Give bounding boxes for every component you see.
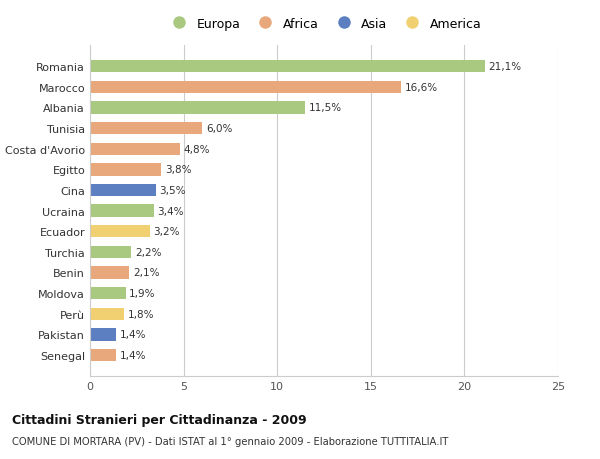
Text: 16,6%: 16,6%	[404, 83, 437, 93]
Bar	[90, 267, 130, 279]
Text: 11,5%: 11,5%	[309, 103, 342, 113]
Text: 1,9%: 1,9%	[130, 288, 156, 298]
Text: 3,4%: 3,4%	[157, 206, 184, 216]
Text: 1,8%: 1,8%	[127, 309, 154, 319]
Text: 1,4%: 1,4%	[120, 350, 146, 360]
Text: 1,4%: 1,4%	[120, 330, 146, 340]
Bar	[90, 61, 485, 73]
Text: 21,1%: 21,1%	[489, 62, 522, 72]
Bar	[90, 308, 124, 320]
Bar	[90, 82, 401, 94]
Text: COMUNE DI MORTARA (PV) - Dati ISTAT al 1° gennaio 2009 - Elaborazione TUTTITALIA: COMUNE DI MORTARA (PV) - Dati ISTAT al 1…	[12, 436, 448, 446]
Text: 4,8%: 4,8%	[184, 145, 210, 154]
Bar	[90, 164, 161, 176]
Bar	[90, 329, 116, 341]
Bar	[90, 185, 155, 197]
Text: 3,2%: 3,2%	[154, 227, 180, 237]
Bar	[90, 225, 150, 238]
Bar	[90, 205, 154, 217]
Bar	[90, 349, 116, 361]
Legend: Europa, Africa, Asia, America: Europa, Africa, Asia, America	[161, 12, 487, 35]
Bar	[90, 123, 202, 135]
Bar	[90, 246, 131, 258]
Text: Cittadini Stranieri per Cittadinanza - 2009: Cittadini Stranieri per Cittadinanza - 2…	[12, 413, 307, 426]
Bar	[90, 143, 180, 156]
Text: 6,0%: 6,0%	[206, 124, 232, 134]
Text: 2,1%: 2,1%	[133, 268, 160, 278]
Bar	[90, 287, 125, 300]
Text: 3,8%: 3,8%	[165, 165, 191, 175]
Bar	[90, 102, 305, 114]
Text: 3,5%: 3,5%	[159, 185, 186, 196]
Text: 2,2%: 2,2%	[135, 247, 161, 257]
